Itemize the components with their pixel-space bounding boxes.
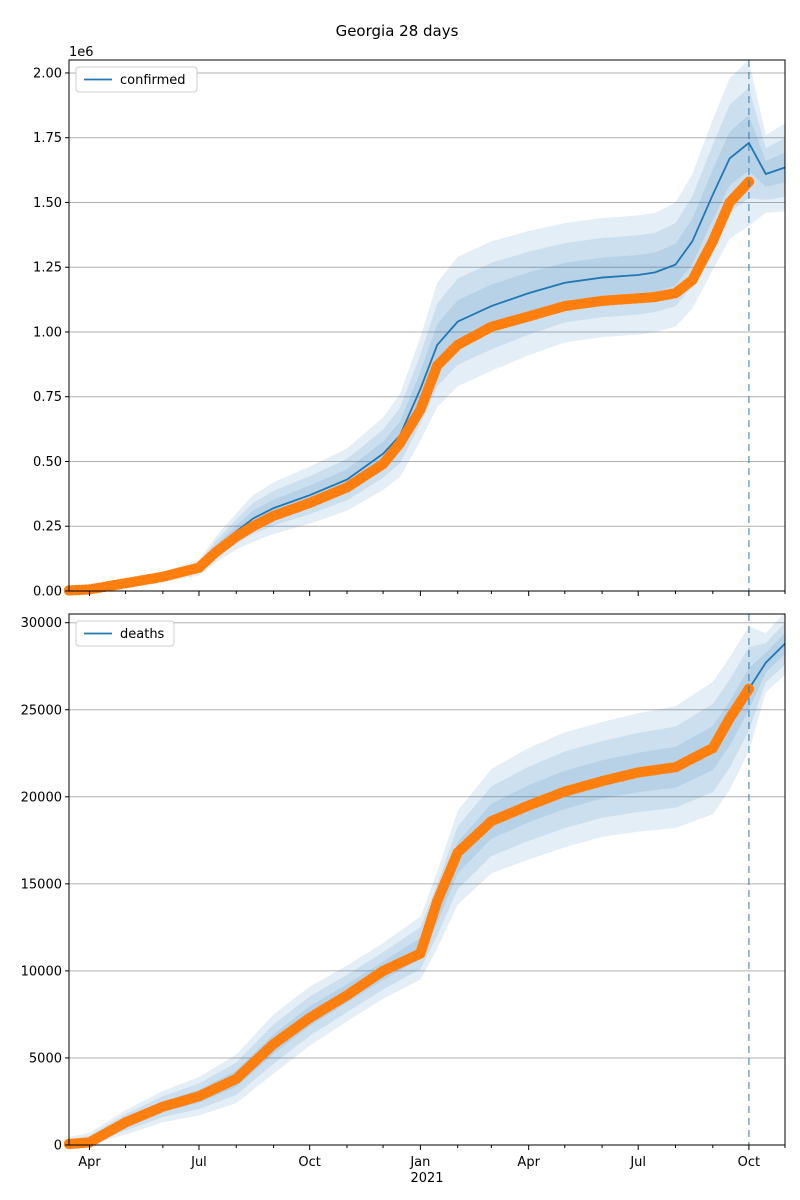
y-tick-label: 0 — [54, 1139, 62, 1154]
y-tick-label: 5000 — [29, 1051, 62, 1066]
deaths-panel: 0 5000 10000 15000 20000 25000 30000 Apr Jul Oct… — [21, 612, 786, 1186]
confirmed-legend-label: confirmed — [120, 73, 186, 88]
y-tick-label: 0.25 — [33, 520, 62, 535]
x-tick-label: Jul — [190, 1155, 207, 1170]
x-tick-label: Jul — [629, 1155, 646, 1170]
y-tick-label: 20000 — [21, 790, 62, 805]
y-tick-label: 1.00 — [33, 325, 62, 340]
y-tick-label: 1.75 — [33, 131, 62, 146]
confirmed-bands — [69, 60, 785, 591]
y-tick-label: 0.00 — [33, 585, 62, 600]
uncertainty-band-1 — [69, 60, 785, 591]
uncertainty-band-3 — [69, 633, 785, 1145]
y-tick-label: 0.50 — [33, 455, 62, 470]
y-tick-label: 0.75 — [33, 390, 62, 405]
confirmed-y-ticks: 0.00 0.25 0.50 0.75 1.00 1.25 1.50 1.75 2.00 — [33, 66, 69, 600]
deaths-grid — [69, 622, 785, 1146]
figure-title: Georgia 28 days — [336, 22, 459, 40]
y-tick-label: 15000 — [21, 877, 62, 892]
confirmed-legend: confirmed — [75, 66, 198, 93]
confirmed-x-ticks — [88, 591, 786, 596]
x-tick-label: Apr — [517, 1155, 540, 1170]
confirmed-legend-box — [75, 66, 198, 93]
y-tick-label: 2.00 — [33, 66, 62, 81]
confirmed-axes-frame — [68, 59, 786, 592]
x-year-label: 2021 — [410, 1171, 443, 1186]
confirmed-grid — [69, 72, 785, 592]
deaths-bands — [69, 612, 785, 1145]
confirmed-panel: 0.00 0.25 0.50 0.75 1.00 1.25 1.50 1.75 2.00 1e6… — [33, 45, 786, 600]
deaths-observed — [63, 683, 755, 1150]
deaths-x-ticks: Apr Jul Oct Jan Apr Jul Oct — [78, 1145, 786, 1170]
y-tick-label: 30000 — [21, 616, 62, 631]
confirmed-y-offset-label: 1e6 — [69, 45, 94, 60]
y-tick-label: 1.25 — [33, 261, 62, 276]
uncertainty-band-2 — [69, 87, 785, 591]
uncertainty-band-2 — [69, 622, 785, 1145]
deaths-y-ticks: 0 5000 10000 15000 20000 25000 30000 — [21, 616, 69, 1154]
x-tick-label: Apr — [78, 1155, 101, 1170]
deaths-legend-box — [75, 620, 175, 647]
y-tick-label: 25000 — [21, 703, 62, 718]
x-tick-label: Oct — [738, 1155, 760, 1170]
x-tick-label: Oct — [298, 1155, 320, 1170]
uncertainty-band-1 — [69, 612, 785, 1145]
y-tick-label: 10000 — [21, 964, 62, 979]
x-tick-label: Jan — [409, 1155, 430, 1170]
deaths-legend: deaths — [75, 620, 175, 647]
deaths-legend-label: deaths — [120, 627, 165, 642]
y-tick-label: 1.50 — [33, 196, 62, 211]
deaths-axes-frame — [68, 613, 786, 1146]
